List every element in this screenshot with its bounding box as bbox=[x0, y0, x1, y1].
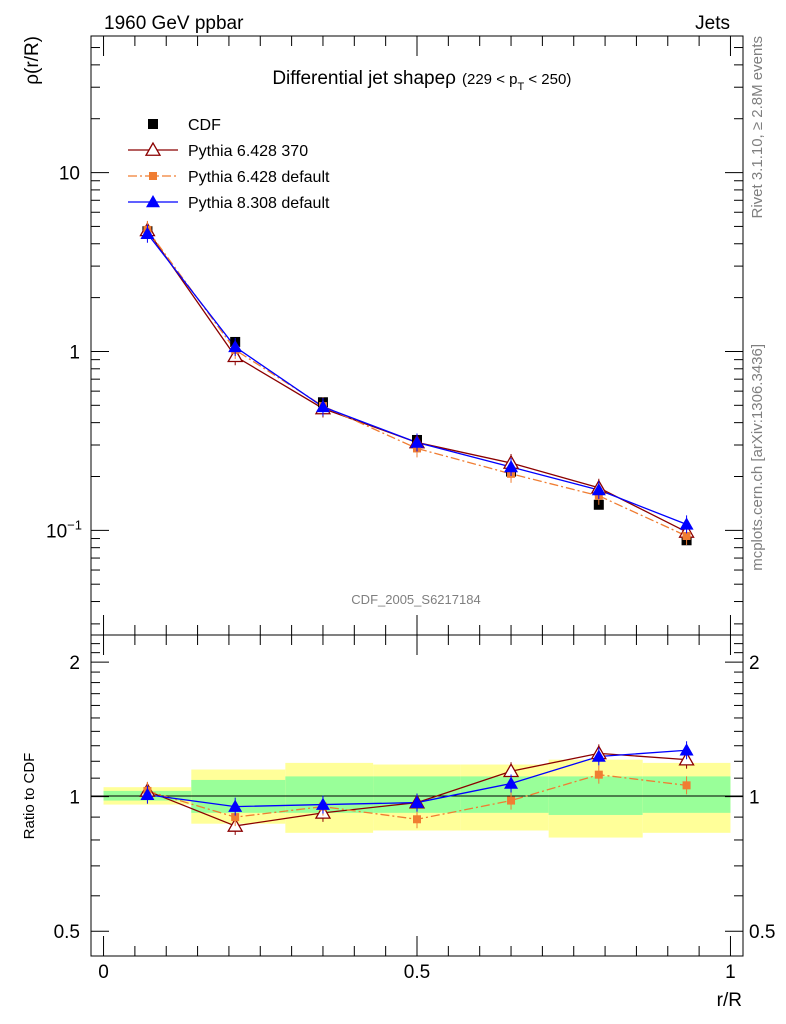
x-tick-label: 1 bbox=[725, 962, 736, 983]
ratio-point bbox=[507, 796, 516, 805]
header-left-title: 1960 GeV ppbar bbox=[104, 13, 244, 34]
ratio-point bbox=[231, 813, 240, 822]
ratio-panel: 2 2 1 1 0.5 0.5 0 0.5 1 Ratio to CDF r/R bbox=[21, 634, 775, 1011]
main-point bbox=[140, 226, 155, 239]
main-line bbox=[146, 233, 687, 525]
main-point bbox=[410, 435, 424, 448]
ratio-y-tick-label-right: 1 bbox=[749, 788, 760, 809]
side-text-bottom: mcplots.cern.ch [arXiv:1306.3436] bbox=[749, 344, 766, 571]
band-inner bbox=[285, 776, 374, 813]
main-line bbox=[146, 230, 687, 533]
main-point bbox=[679, 517, 694, 530]
main-title-range-sub: T bbox=[517, 81, 524, 93]
legend-label: Pythia 8.308 default bbox=[188, 195, 330, 212]
main-panel: Differential jet shapeρ (229 < pT < 250)… bbox=[22, 35, 744, 636]
ratio-series-markers bbox=[139, 741, 695, 835]
main-axis-ticks: 10 1 10−1 bbox=[46, 36, 743, 635]
ratio-y-tick-label-left: 2 bbox=[69, 653, 80, 674]
x-tick-label: 0 bbox=[98, 962, 109, 983]
side-text-top: Rivet 3.1.10, ≥ 2.8M events bbox=[749, 36, 766, 219]
main-y-tick-label: 1 bbox=[69, 342, 80, 363]
main-y-tick-label: 10−1 bbox=[46, 517, 82, 542]
main-point bbox=[315, 399, 330, 413]
main-point bbox=[228, 339, 243, 353]
x-tick-label: 0.5 bbox=[404, 962, 430, 983]
ratio-y-tick-label-right: 2 bbox=[749, 653, 760, 674]
ratio-point bbox=[315, 797, 330, 810]
ratio-frame bbox=[90, 634, 744, 957]
legend-label: Pythia 6.428 370 bbox=[188, 143, 308, 160]
main-series-markers bbox=[139, 220, 695, 546]
main-title-range-end: < 250) bbox=[524, 71, 571, 88]
ratio-y-tick-label-left: 1 bbox=[69, 788, 80, 809]
ratio-ylabel: Ratio to CDF bbox=[21, 753, 38, 840]
legend-marker bbox=[144, 141, 162, 156]
main-y-tick-label: 10 bbox=[59, 164, 80, 185]
header-right-title: Jets bbox=[695, 13, 730, 34]
main-title-range-start: (229 < p bbox=[462, 71, 517, 88]
ratio-point bbox=[594, 770, 603, 779]
band-inner bbox=[460, 776, 549, 813]
ratio-axis-ticks: 2 2 1 1 0.5 0.5 0 0.5 1 bbox=[54, 635, 775, 983]
ratio-y-tick-label-right: 0.5 bbox=[749, 922, 775, 943]
main-line bbox=[146, 229, 687, 537]
legend-marker bbox=[148, 119, 158, 129]
legend-label: CDF bbox=[188, 117, 221, 134]
main-ylabel: ρ(r/R) bbox=[22, 36, 43, 85]
watermark: CDF_2005_S6217184 bbox=[351, 592, 480, 607]
main-point bbox=[591, 483, 606, 496]
ratio-point bbox=[591, 749, 606, 762]
ratio-point bbox=[228, 799, 243, 812]
main-title-range: (229 < pT < 250) bbox=[462, 71, 571, 93]
ratio-point bbox=[413, 815, 421, 824]
ratio-point bbox=[679, 743, 694, 756]
main-point bbox=[682, 531, 691, 540]
legend-marker bbox=[149, 172, 157, 180]
ratio-point bbox=[504, 776, 519, 789]
ratio-point bbox=[682, 781, 691, 790]
main-title: Differential jet shapeρ bbox=[272, 68, 456, 89]
legend-marker bbox=[146, 195, 160, 208]
ratio-point bbox=[140, 787, 155, 800]
ratio-y-tick-label-left: 0.5 bbox=[54, 922, 80, 943]
main-point bbox=[504, 459, 519, 473]
x-axis-label: r/R bbox=[717, 990, 742, 1011]
ratio-point bbox=[410, 795, 424, 808]
main-series-lines bbox=[146, 229, 687, 537]
legend: CDF Pythia 6.428 370 Pythia 6.428 default P… bbox=[128, 117, 330, 212]
legend-label: Pythia 6.428 default bbox=[188, 169, 330, 186]
